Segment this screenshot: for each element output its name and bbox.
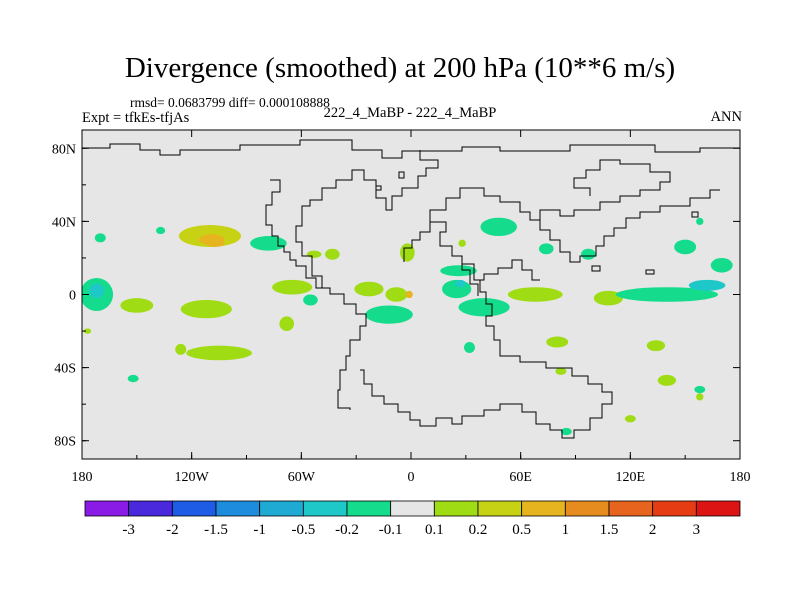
colorbar-label: 1.5 <box>600 522 619 538</box>
region-amazon-2 <box>303 294 318 306</box>
region-china-east <box>538 243 554 255</box>
colorbar-label: -2 <box>166 522 179 538</box>
region-s-indian-2 <box>646 340 666 352</box>
colorbar-label: -3 <box>122 522 135 538</box>
region-arabian-sea <box>440 265 477 277</box>
colorbar-swatch <box>128 500 173 517</box>
colorbar-swatch <box>215 500 261 517</box>
divergence-regions <box>82 217 733 436</box>
x-tick-label: 60W <box>288 470 316 485</box>
colorbar-swatch <box>695 500 741 517</box>
colorbar-label: 3 <box>693 522 701 538</box>
region-trop-pac-1 <box>180 299 232 319</box>
region-w-africa <box>365 305 413 324</box>
region-africa-center <box>405 290 413 299</box>
colorbar-swatch <box>477 500 523 517</box>
region-s-pacific-3 <box>175 343 187 355</box>
region-s-pacific-5 <box>694 385 706 394</box>
region-s-ocean-2 <box>624 415 636 423</box>
colorbar-swatch <box>390 500 435 517</box>
region-w-pacific-2 <box>688 279 726 291</box>
region-gulf-mexico <box>250 236 287 251</box>
x-tick-label: 60E <box>509 470 532 485</box>
stats-line: rmsd= 0.0683799 diff= 0.000108888 <box>130 95 330 110</box>
colorbar-label: -0.1 <box>379 522 403 538</box>
region-indochina <box>580 248 596 260</box>
x-tick-label: 180 <box>72 470 93 485</box>
colorbar-label: 1 <box>562 522 570 538</box>
colorbar-label: 0.1 <box>425 522 444 538</box>
region-trop-pac-2 <box>120 298 154 313</box>
region-tropic-4 <box>306 250 322 258</box>
colorbar-swatch <box>521 500 566 517</box>
region-s-indian-1 <box>546 336 569 348</box>
x-tick-label: 0 <box>408 470 415 485</box>
colorbar-label: -1 <box>253 522 266 538</box>
colorbar-swatch <box>608 500 654 517</box>
region-c-africa <box>385 287 408 302</box>
colorbar-swatch <box>652 500 697 517</box>
region-w-pacific-5 <box>696 217 704 226</box>
colorbar-swatch <box>564 500 610 517</box>
experiment-label: Expt = tfkEs-tfjAs <box>82 110 190 126</box>
colorbar-swatch <box>171 500 217 517</box>
chart-subtitle: 222_4_MaBP - 222_4_MaBP <box>323 105 497 121</box>
colorbar-swatch <box>346 500 392 517</box>
x-tick-label: 180 <box>730 470 751 485</box>
region-s-indian-4 <box>657 374 677 386</box>
region-s-indian-3 <box>555 367 567 375</box>
region-n-pacific-mid <box>156 226 166 235</box>
colorbar-swatch <box>302 500 348 517</box>
x-axis: 180 120W 60W 0 60E 120E 180 <box>72 130 751 485</box>
region-w-pacific-3 <box>674 239 697 255</box>
region-e-pacific-eq-b <box>89 283 104 299</box>
region-e-pacific-s <box>206 239 225 247</box>
colorbar-label: -0.2 <box>335 522 359 538</box>
region-s-ocean-3 <box>696 393 704 401</box>
region-indian-ocean-1 <box>458 298 510 317</box>
colorbar-swatch <box>84 500 130 517</box>
x-tick-label: 120W <box>175 470 210 485</box>
region-w-pacific-4 <box>710 257 733 273</box>
x-tick-label: 120E <box>616 470 646 485</box>
y-tick-label: 40S <box>54 362 76 377</box>
region-s-ocean-1 <box>560 427 572 436</box>
region-indian-ocean-3 <box>464 342 475 353</box>
colorbar-label: 0.5 <box>512 522 531 538</box>
region-s-pacific-2 <box>279 316 295 332</box>
region-indian-ocean-2 <box>507 287 563 302</box>
region-amazon-1 <box>272 279 313 295</box>
region-n-pacific-west <box>94 233 106 243</box>
region-china-tibet <box>480 217 518 237</box>
colorbar-swatch <box>433 500 479 517</box>
region-atlantic-sub <box>325 248 340 260</box>
region-s-pacific-4 <box>127 374 139 383</box>
colorbar-label: 0.2 <box>469 522 488 538</box>
period-label: ANN <box>710 109 742 125</box>
colorbar-label: -1.5 <box>204 522 228 538</box>
colorbar-label: -0.5 <box>291 522 315 538</box>
region-s-pacific-1 <box>186 345 252 361</box>
colorbar: -3 -2 -1.5 -1 -0.5 -0.2 -0.1 0.1 0.2 0.5 1 1.5 2 3 <box>84 500 741 538</box>
region-s-pacific-6 <box>83 328 92 334</box>
colorbar-label: 2 <box>649 522 657 538</box>
y-tick-label: 0 <box>69 289 76 304</box>
region-africa-east-b <box>454 279 466 288</box>
region-e-atlantic <box>354 281 384 297</box>
chart-title: Divergence (smoothed) at 200 hPa (10**6 … <box>124 52 676 84</box>
region-w-pacific-1 <box>615 287 719 302</box>
y-axis: 80N 40N 0 40S 80S <box>52 142 740 450</box>
y-tick-label: 80S <box>54 435 76 450</box>
y-tick-label: 80N <box>52 142 76 157</box>
colorbar-swatch <box>259 500 304 517</box>
y-tick-label: 40N <box>52 215 76 230</box>
region-mid-east <box>458 239 466 247</box>
continent-outline <box>82 139 740 439</box>
